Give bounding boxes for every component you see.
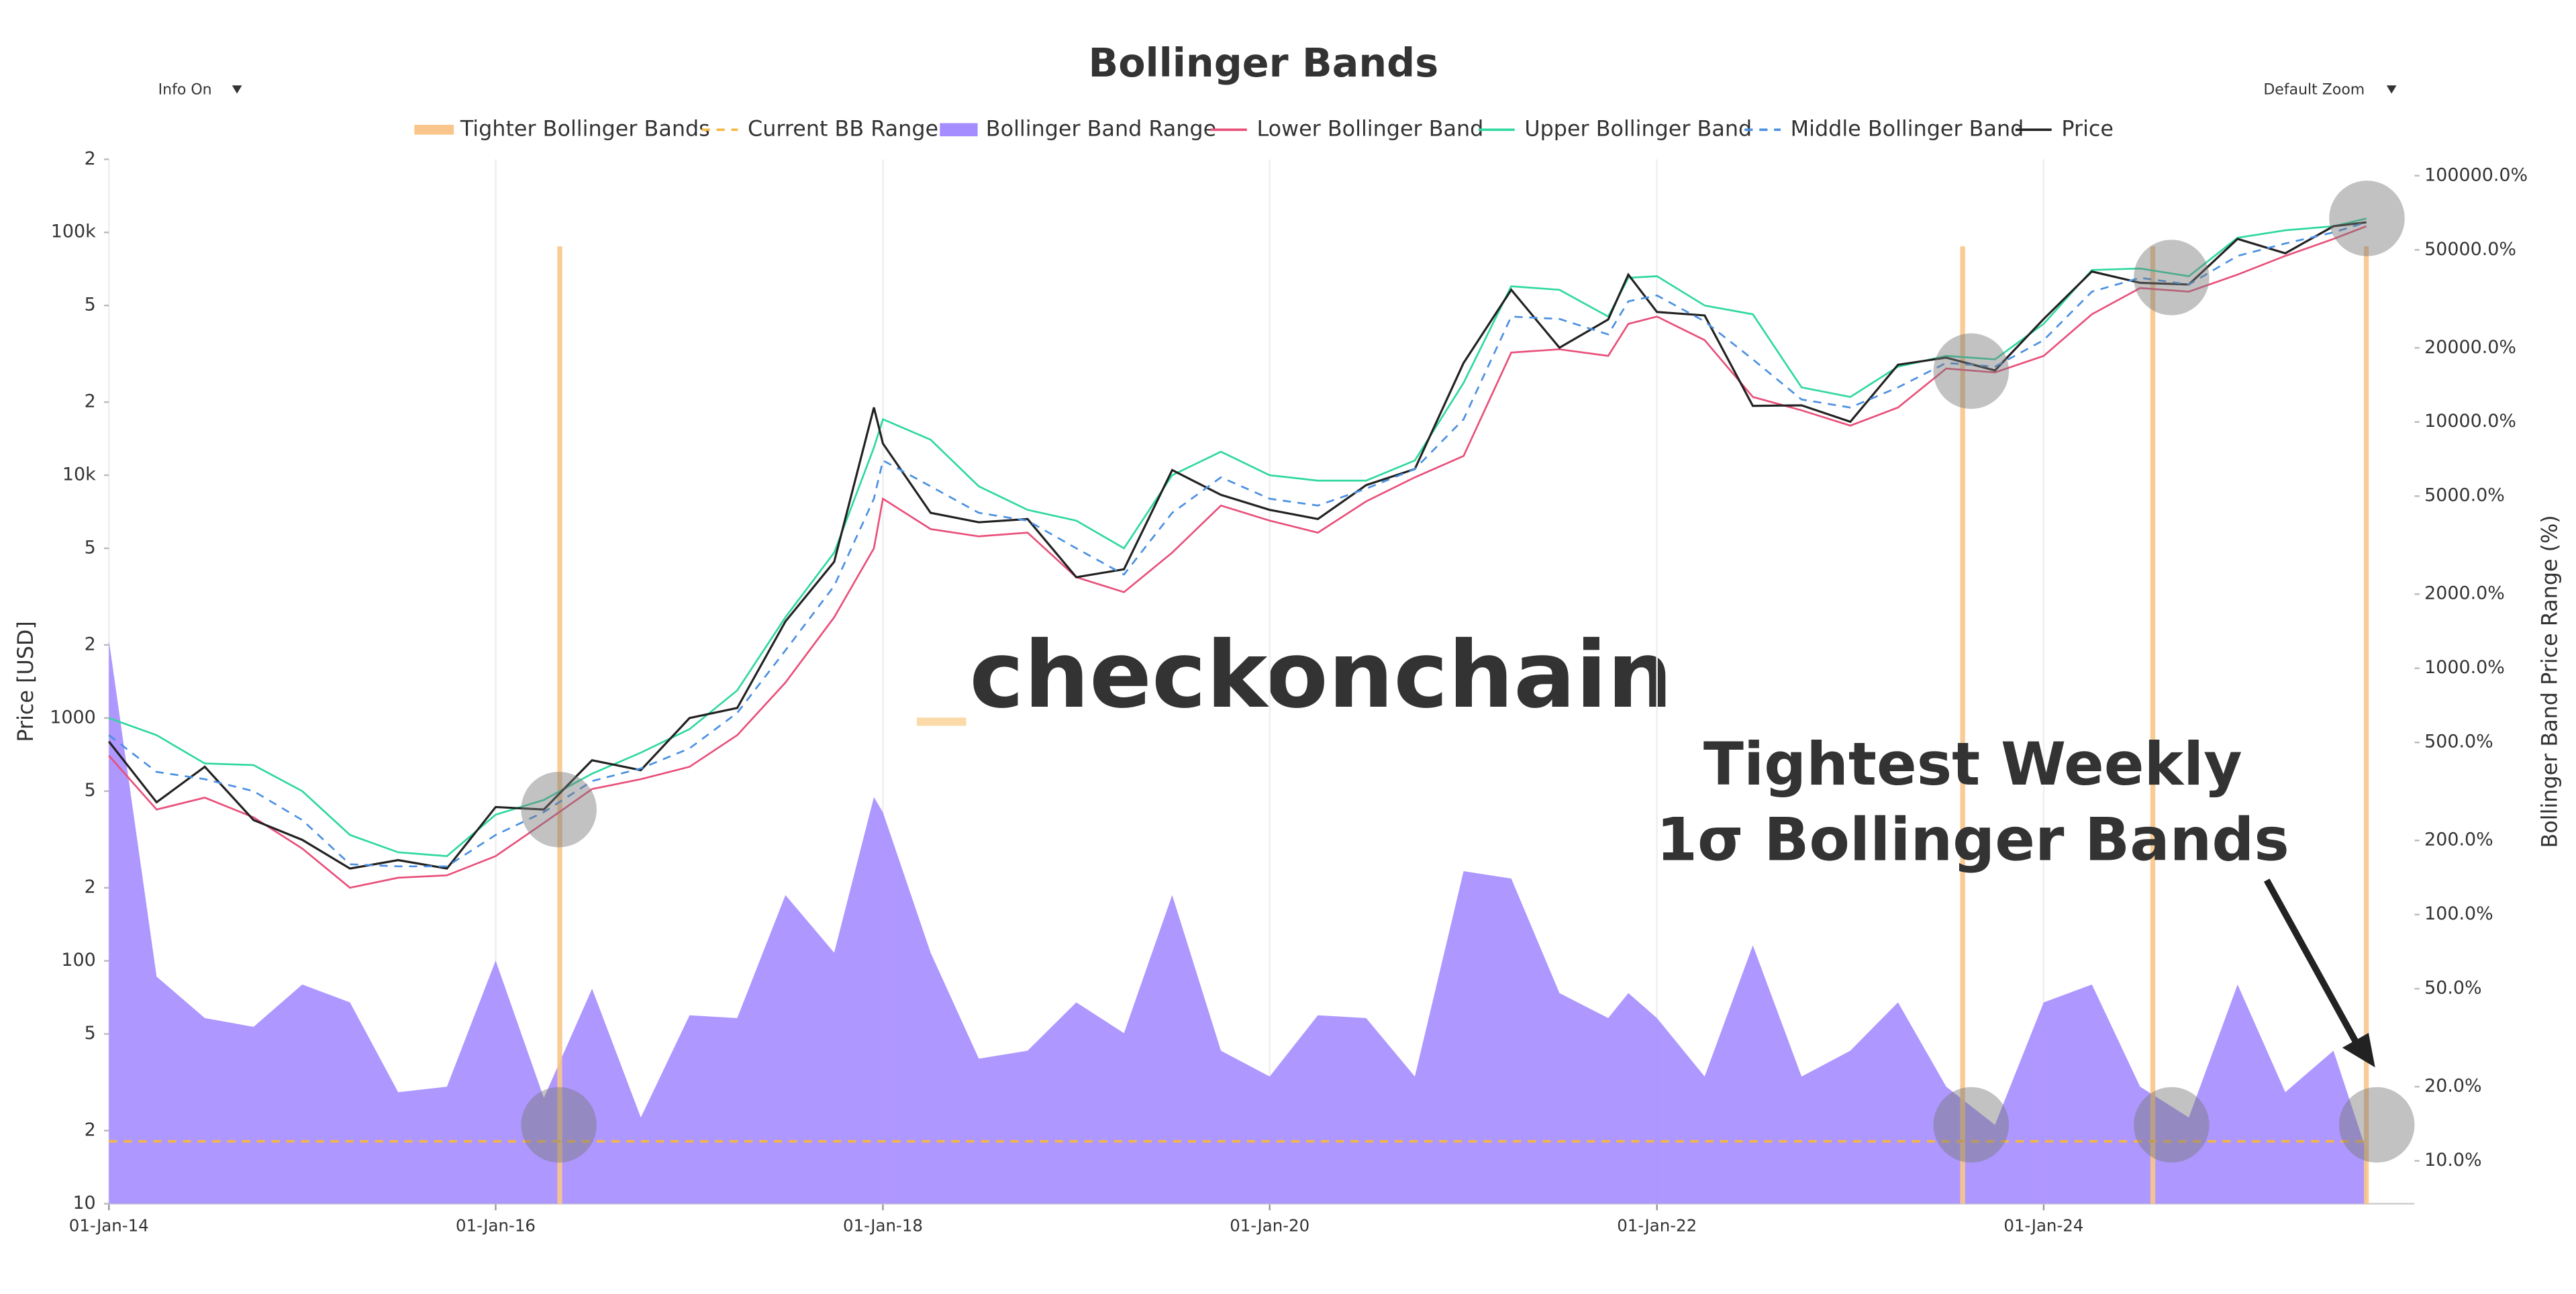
info-label[interactable]: Info On: [158, 82, 212, 99]
annotation: 1σ Bollinger Bands: [1656, 805, 2289, 875]
y-tick-label: 1000: [50, 707, 95, 728]
watermark-mark: [917, 717, 967, 726]
x-tick-label: 01-Jan-18: [843, 1216, 923, 1236]
series-line: [108, 221, 2367, 868]
highlight-circle: [521, 771, 597, 848]
series-line: [108, 221, 2367, 870]
legend-label: Upper Bollinger Band: [1524, 116, 1752, 141]
y2-tick-label: 10.0%: [2424, 1150, 2481, 1171]
legend-label: Bollinger Band Range: [986, 116, 1216, 141]
y2-tick-label: 50000.0%: [2424, 239, 2516, 260]
y-tick-label: 5: [85, 780, 96, 801]
y-tick-label: 2: [85, 391, 96, 412]
y2-tick-label: 100000.0%: [2424, 164, 2528, 185]
zoom-label[interactable]: Default Zoom: [2263, 82, 2365, 99]
legend-label: Price: [2061, 116, 2114, 141]
tight-band-marker: [1960, 246, 1965, 1204]
y2-tick-label: 20.0%: [2424, 1076, 2481, 1097]
highlight-circle: [1933, 333, 2010, 409]
legend-label: Middle Bollinger Band: [1791, 116, 2024, 141]
range-area: [109, 640, 2367, 1204]
y-axis-title: Price [USD]: [13, 621, 38, 742]
legend-item[interactable]: Current BB Range: [701, 116, 939, 141]
annotation: Tightest Weekly: [1703, 730, 2242, 799]
legend-swatch: [940, 123, 978, 137]
y-tick-label: 2: [85, 1119, 96, 1140]
legend-item[interactable]: Tighter Bollinger Bands: [414, 116, 710, 141]
series-line: [108, 217, 2367, 857]
y-tick-label: 10k: [62, 464, 96, 485]
legend-label: Lower Bollinger Band: [1257, 116, 1484, 141]
tight-band-marker: [557, 246, 562, 1204]
x-tick-label: 01-Jan-14: [69, 1216, 149, 1236]
dropdown-arrow[interactable]: [2386, 85, 2397, 94]
x-tick-label: 01-Jan-24: [2003, 1216, 2083, 1236]
y2-tick-label: 500.0%: [2424, 732, 2493, 752]
y2-axis-title: Bollinger Band Price Range (%): [2538, 515, 2563, 848]
y2-tick-label: 5000.0%: [2424, 485, 2505, 506]
y-tick-label: 5: [85, 295, 96, 315]
y2-tick-label: 10000.0%: [2424, 411, 2516, 432]
highlight-circle: [2329, 181, 2405, 256]
highlight-circle: [2134, 1087, 2210, 1163]
legend-item[interactable]: Bollinger Band Range: [940, 116, 1216, 141]
series-line: [108, 225, 2367, 889]
y-tick-label: 100: [61, 950, 95, 970]
legend-item[interactable]: Middle Bollinger Band: [1744, 116, 2024, 141]
highlight-circle: [2134, 240, 2210, 315]
plot-area: 01-Jan-14 01-Jan-16 01-Jan-18 01-Jan-20 01-J…: [50, 148, 2528, 1236]
annotation-arrow: [2263, 879, 2359, 1043]
y2-tick-label: 50.0%: [2424, 978, 2481, 999]
legend-item[interactable]: Upper Bollinger Band: [1478, 116, 1752, 141]
highlight-circle: [2338, 1087, 2415, 1163]
y-tick-label: 10: [72, 1193, 95, 1213]
y-tick-label: 2: [85, 877, 96, 897]
highlight-circle: [1933, 1087, 2010, 1163]
y-tick-label: 2: [85, 148, 96, 169]
legend-item[interactable]: Price: [2015, 116, 2114, 141]
watermark: checkonchain: [969, 622, 1673, 729]
tight-band-marker: [2363, 246, 2369, 1204]
legend-label: Tighter Bollinger Bands: [460, 116, 710, 141]
highlight-circles: [521, 181, 2415, 1163]
legend-swatch: [414, 124, 454, 135]
y2-tick-label: 20000.0%: [2424, 337, 2516, 358]
highlight-circle: [521, 1087, 597, 1163]
zoom-control[interactable]: Default Zoom: [2263, 82, 2397, 99]
y-tick-label: 2: [85, 634, 96, 654]
y2-tick-label: 2000.0%: [2424, 583, 2505, 604]
dropdown-arrow[interactable]: [232, 85, 242, 94]
y-tick-label: 100k: [51, 221, 96, 242]
annotation-arrowhead: [2342, 1032, 2375, 1068]
tight-band-marker: [2150, 246, 2156, 1204]
y-tick-label: 5: [85, 1023, 96, 1044]
chart-title: Bollinger Bands: [1088, 40, 1438, 86]
x-tick-label: 01-Jan-22: [1617, 1216, 1697, 1236]
y-tick-label: 5: [85, 537, 96, 558]
y2-tick-label: 1000.0%: [2424, 657, 2505, 678]
x-tick-label: 01-Jan-16: [456, 1216, 536, 1236]
legend-label: Current BB Range: [748, 116, 938, 141]
legend-item[interactable]: Lower Bollinger Band: [1211, 116, 1483, 141]
info-control[interactable]: Info On: [158, 82, 242, 99]
y2-tick-label: 200.0%: [2424, 830, 2493, 850]
x-tick-label: 01-Jan-20: [1230, 1216, 1309, 1236]
y2-tick-label: 100.0%: [2424, 903, 2493, 924]
